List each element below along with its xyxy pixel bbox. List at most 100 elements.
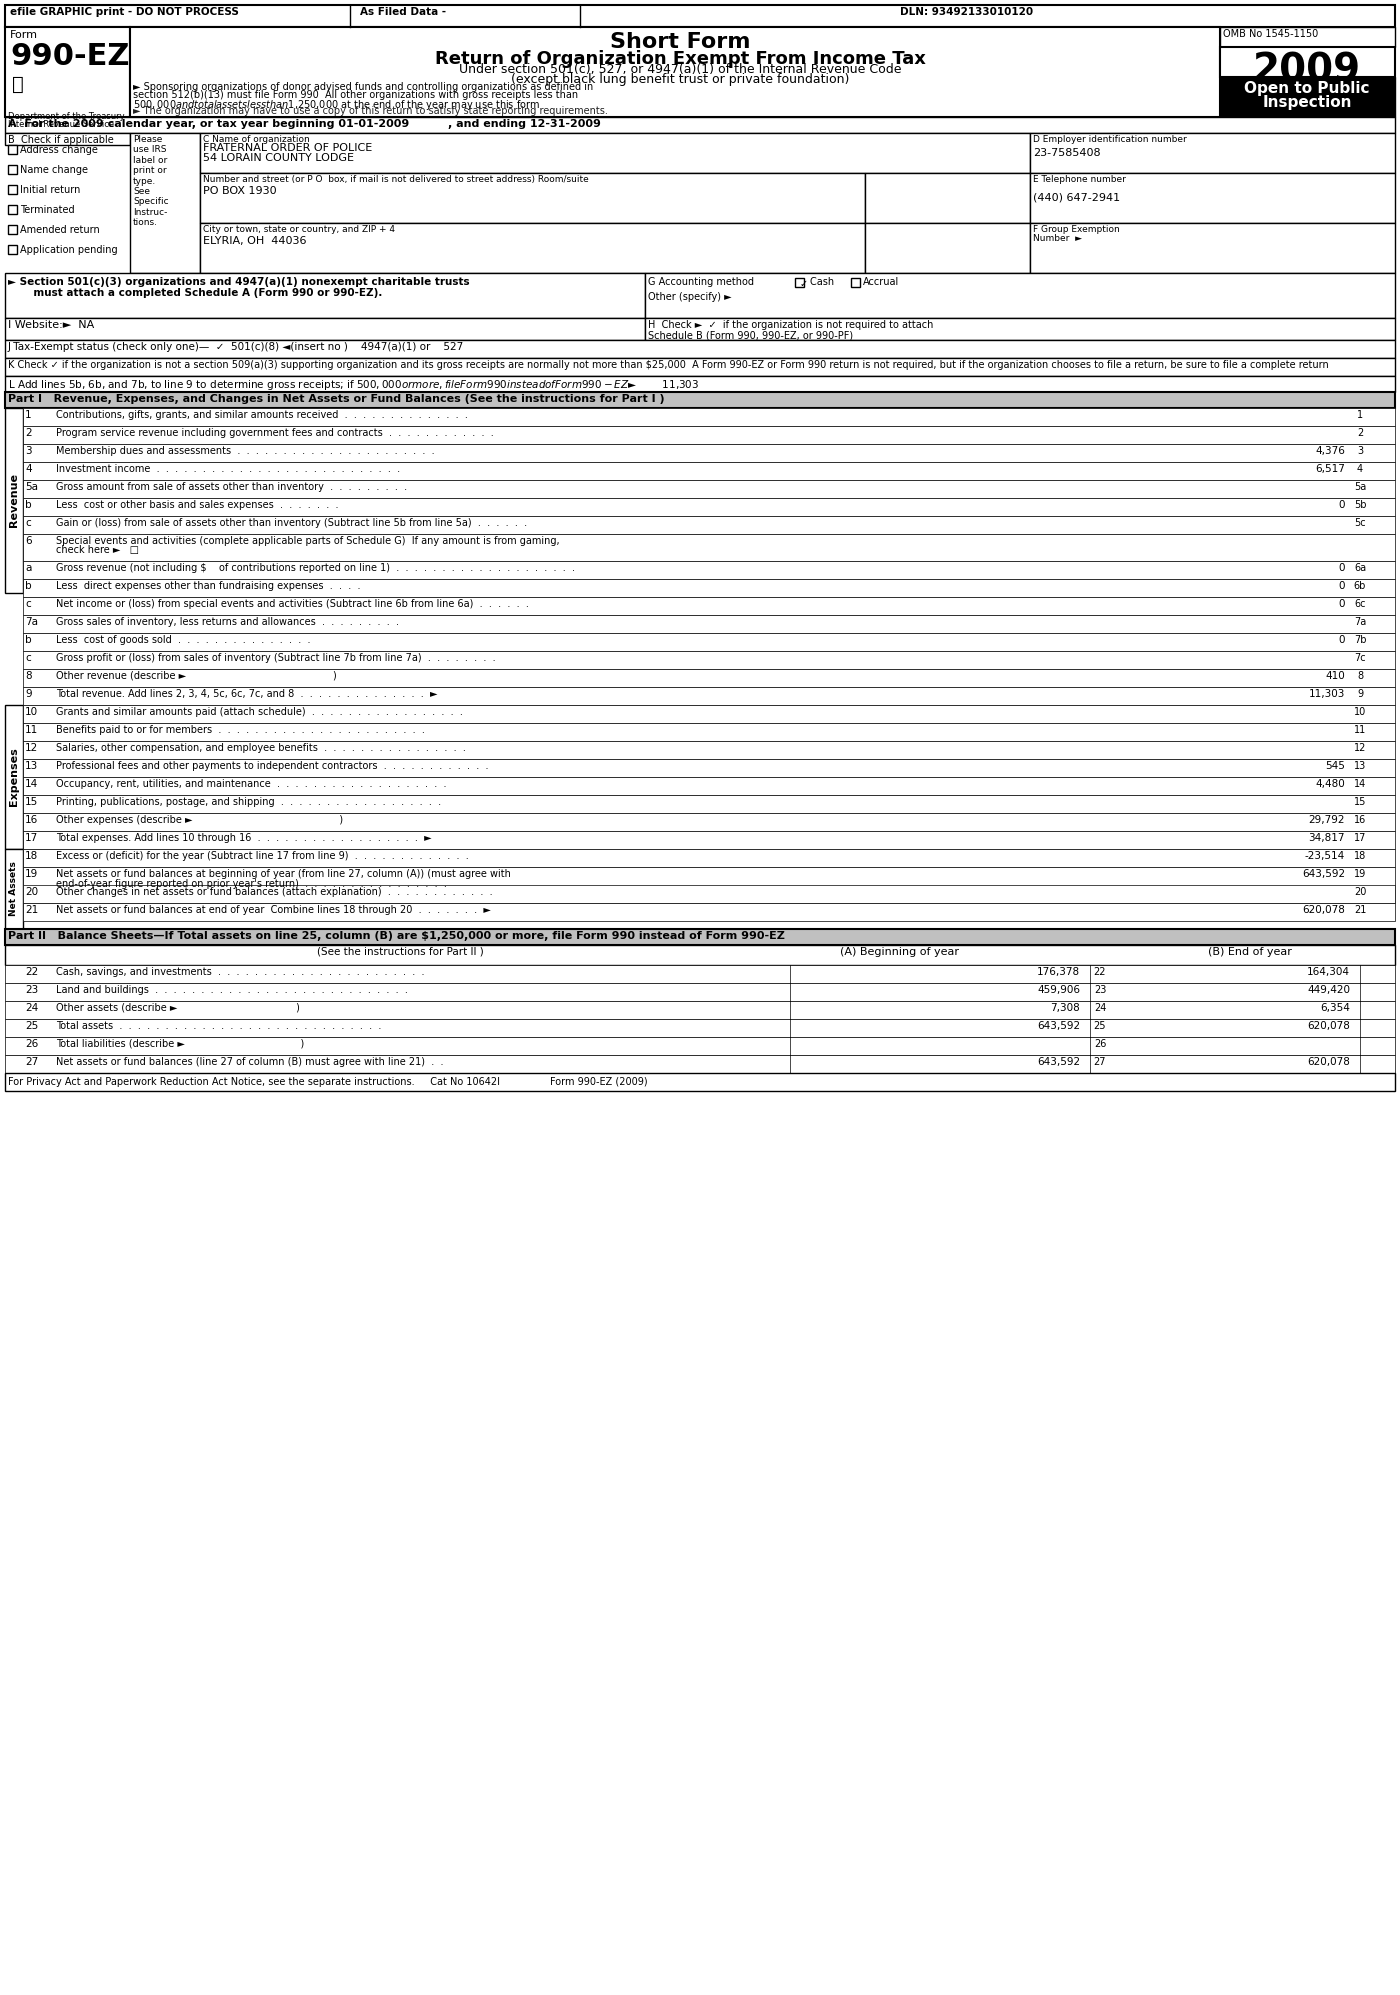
- Bar: [22, 632, 1394, 650]
- Text: 6b: 6b: [1354, 581, 1366, 591]
- Text: 15: 15: [1354, 796, 1366, 808]
- Text: 5c: 5c: [1354, 519, 1366, 529]
- Text: 23: 23: [1093, 986, 1106, 996]
- Text: Total revenue. Add lines 2, 3, 4, 5c, 6c, 7c, and 8  .  .  .  .  .  .  .  .  .  : Total revenue. Add lines 2, 3, 4, 5c, 6c…: [56, 688, 437, 698]
- Text: 0: 0: [1338, 634, 1345, 644]
- Text: 🦅: 🦅: [13, 76, 24, 94]
- Bar: [1030, 134, 1394, 174]
- Text: 3: 3: [1357, 447, 1364, 457]
- Text: Initial return: Initial return: [20, 186, 80, 196]
- Text: 12: 12: [1354, 742, 1366, 752]
- Text: Name change: Name change: [20, 166, 88, 176]
- Text: Gross amount from sale of assets other than inventory  .  .  .  .  .  .  .  .  .: Gross amount from sale of assets other t…: [56, 483, 407, 493]
- Bar: [22, 776, 1394, 794]
- Text: (B) End of year: (B) End of year: [1208, 948, 1292, 958]
- Text: 26: 26: [25, 1039, 38, 1049]
- Text: 459,906: 459,906: [1037, 986, 1079, 996]
- Text: 6a: 6a: [1354, 563, 1366, 573]
- Text: 17: 17: [25, 834, 38, 844]
- Text: 9: 9: [1357, 688, 1364, 698]
- Text: FRATERNAL ORDER OF POLICE: FRATERNAL ORDER OF POLICE: [203, 144, 372, 154]
- Text: (except black lung benefit trust or private foundation): (except black lung benefit trust or priv…: [511, 74, 850, 86]
- Text: 13: 13: [25, 760, 38, 770]
- Text: 24: 24: [25, 1003, 38, 1013]
- Text: 8: 8: [1357, 670, 1364, 680]
- Text: 7a: 7a: [25, 616, 38, 626]
- Text: 6,517: 6,517: [1315, 465, 1345, 475]
- Text: 25: 25: [1093, 1021, 1106, 1031]
- Bar: [200, 223, 865, 273]
- Bar: [22, 409, 1394, 427]
- Text: As Filed Data -: As Filed Data -: [360, 8, 447, 18]
- Text: 23: 23: [25, 986, 38, 996]
- Text: 24: 24: [1093, 1003, 1106, 1013]
- Text: Gain or (loss) from sale of assets other than inventory (Subtract line 5b from l: Gain or (loss) from sale of assets other…: [56, 519, 528, 529]
- Text: Less  direct expenses other than fundraising expenses  .  .  .  .: Less direct expenses other than fundrais…: [56, 581, 361, 591]
- Text: Printing, publications, postage, and shipping  .  .  .  .  .  .  .  .  .  .  .  : Printing, publications, postage, and shi…: [56, 796, 441, 808]
- Text: 11: 11: [25, 724, 38, 734]
- Text: 22: 22: [25, 968, 38, 978]
- Text: 620,078: 620,078: [1308, 1057, 1350, 1067]
- Text: A  For the 2009 calendar year, or tax year beginning 01-01-2009          , and e: A For the 2009 calendar year, or tax yea…: [8, 120, 601, 130]
- Text: (See the instructions for Part II ): (See the instructions for Part II ): [316, 948, 483, 958]
- Text: Terminated: Terminated: [20, 205, 74, 215]
- Text: 1: 1: [1357, 411, 1364, 421]
- Text: 0: 0: [1338, 501, 1345, 511]
- Text: 17: 17: [1354, 834, 1366, 844]
- Bar: [6, 1001, 1394, 1019]
- Text: 5a: 5a: [1354, 483, 1366, 493]
- Bar: [8, 166, 17, 174]
- Text: C Name of organization: C Name of organization: [203, 136, 309, 144]
- Text: 6c: 6c: [1354, 598, 1366, 608]
- Text: For Privacy Act and Paperwork Reduction Act Notice, see the separate instruction: For Privacy Act and Paperwork Reduction …: [8, 1077, 648, 1087]
- Text: ► Section 501(c)(3) organizations and 4947(a)(1) nonexempt charitable trusts: ► Section 501(c)(3) organizations and 49…: [8, 277, 469, 287]
- Bar: [645, 273, 1394, 317]
- Text: G Accounting method: G Accounting method: [648, 277, 760, 287]
- Text: b: b: [25, 634, 32, 644]
- Bar: [6, 375, 1394, 391]
- Bar: [22, 868, 1394, 904]
- Text: 1: 1: [25, 411, 32, 421]
- Text: 29,792: 29,792: [1309, 816, 1345, 826]
- Bar: [22, 886, 1394, 904]
- Bar: [6, 357, 1394, 375]
- Text: 34,817: 34,817: [1309, 834, 1345, 844]
- Bar: [6, 930, 1394, 946]
- Text: 0: 0: [1338, 563, 1345, 573]
- Text: 8: 8: [25, 670, 32, 680]
- Bar: [6, 118, 1394, 134]
- Text: (440) 647-2941: (440) 647-2941: [1033, 194, 1120, 203]
- Text: 23-7585408: 23-7585408: [1033, 148, 1100, 158]
- Bar: [22, 758, 1394, 776]
- Bar: [130, 28, 1219, 118]
- Text: -23,514: -23,514: [1305, 852, 1345, 862]
- Text: 20: 20: [1354, 888, 1366, 898]
- Text: Other changes in net assets or fund balances (attach explanation)  .  .  .  .  .: Other changes in net assets or fund bala…: [56, 888, 493, 898]
- Text: 5b: 5b: [1354, 501, 1366, 511]
- Bar: [6, 984, 1394, 1001]
- Text: Net Assets: Net Assets: [10, 862, 18, 916]
- Bar: [130, 134, 200, 273]
- Text: 643,592: 643,592: [1302, 870, 1345, 880]
- Text: 4,376: 4,376: [1315, 447, 1345, 457]
- Text: H  Check ►  ✓  if the organization is not required to attach: H Check ► ✓ if the organization is not r…: [648, 319, 934, 329]
- Text: 19: 19: [25, 870, 38, 880]
- Bar: [8, 205, 17, 213]
- Text: Under section 501(c), 527, or 4947(a)(1) of the Internal Revenue Code: Under section 501(c), 527, or 4947(a)(1)…: [459, 64, 902, 76]
- Text: 22: 22: [1093, 968, 1106, 978]
- Text: $500,000 and total assets less than $1,250,000 at the end of the year may use th: $500,000 and total assets less than $1,2…: [133, 98, 540, 112]
- Text: Other expenses (describe ►                                               ): Other expenses (describe ► ): [56, 816, 343, 826]
- Text: 2: 2: [1357, 429, 1364, 439]
- Text: 7a: 7a: [1354, 616, 1366, 626]
- Text: Program service revenue including government fees and contracts  .  .  .  .  .  : Program service revenue including govern…: [56, 429, 494, 439]
- Bar: [6, 391, 1394, 409]
- Bar: [22, 650, 1394, 668]
- Text: Gross sales of inventory, less returns and allowances  .  .  .  .  .  .  .  .  .: Gross sales of inventory, less returns a…: [56, 616, 399, 626]
- Text: 449,420: 449,420: [1308, 986, 1350, 996]
- Bar: [6, 134, 130, 146]
- Bar: [8, 186, 17, 194]
- Bar: [6, 1037, 1394, 1055]
- Bar: [6, 850, 22, 930]
- Text: 13: 13: [1354, 760, 1366, 770]
- Text: 4: 4: [25, 465, 32, 475]
